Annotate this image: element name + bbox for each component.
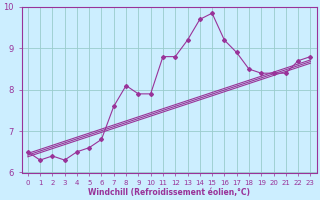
X-axis label: Windchill (Refroidissement éolien,°C): Windchill (Refroidissement éolien,°C): [88, 188, 250, 197]
